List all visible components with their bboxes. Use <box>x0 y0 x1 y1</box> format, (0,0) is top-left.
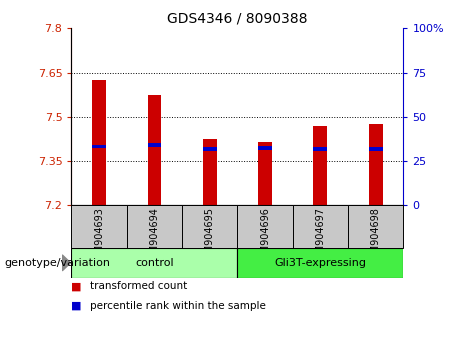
Bar <box>369 148 383 151</box>
Polygon shape <box>62 255 71 271</box>
Text: GSM904697: GSM904697 <box>315 207 325 267</box>
Text: Gli3T-expressing: Gli3T-expressing <box>274 258 366 268</box>
Bar <box>293 205 348 248</box>
Bar <box>313 126 327 205</box>
Text: GSM904696: GSM904696 <box>260 207 270 266</box>
Bar <box>148 95 161 205</box>
Title: GDS4346 / 8090388: GDS4346 / 8090388 <box>167 12 307 26</box>
Bar <box>258 146 272 150</box>
Bar <box>71 205 127 248</box>
Bar <box>203 148 217 151</box>
Text: genotype/variation: genotype/variation <box>5 258 111 268</box>
Bar <box>148 143 161 147</box>
Bar <box>92 80 106 205</box>
Bar <box>369 124 383 205</box>
Text: GSM904695: GSM904695 <box>205 207 215 267</box>
Bar <box>313 148 327 151</box>
Text: transformed count: transformed count <box>90 281 187 291</box>
Bar <box>71 248 237 278</box>
Text: control: control <box>135 258 174 268</box>
Text: percentile rank within the sample: percentile rank within the sample <box>90 301 266 311</box>
Bar <box>348 205 403 248</box>
Text: GSM904698: GSM904698 <box>371 207 381 266</box>
Bar <box>258 142 272 205</box>
Text: ■: ■ <box>71 301 82 311</box>
Bar <box>92 144 106 148</box>
Bar <box>237 248 403 278</box>
Text: GSM904694: GSM904694 <box>149 207 160 266</box>
Bar <box>203 139 217 205</box>
Text: ■: ■ <box>71 281 82 291</box>
Bar <box>237 205 293 248</box>
Bar <box>182 205 237 248</box>
Text: GSM904693: GSM904693 <box>94 207 104 266</box>
Bar <box>127 205 182 248</box>
